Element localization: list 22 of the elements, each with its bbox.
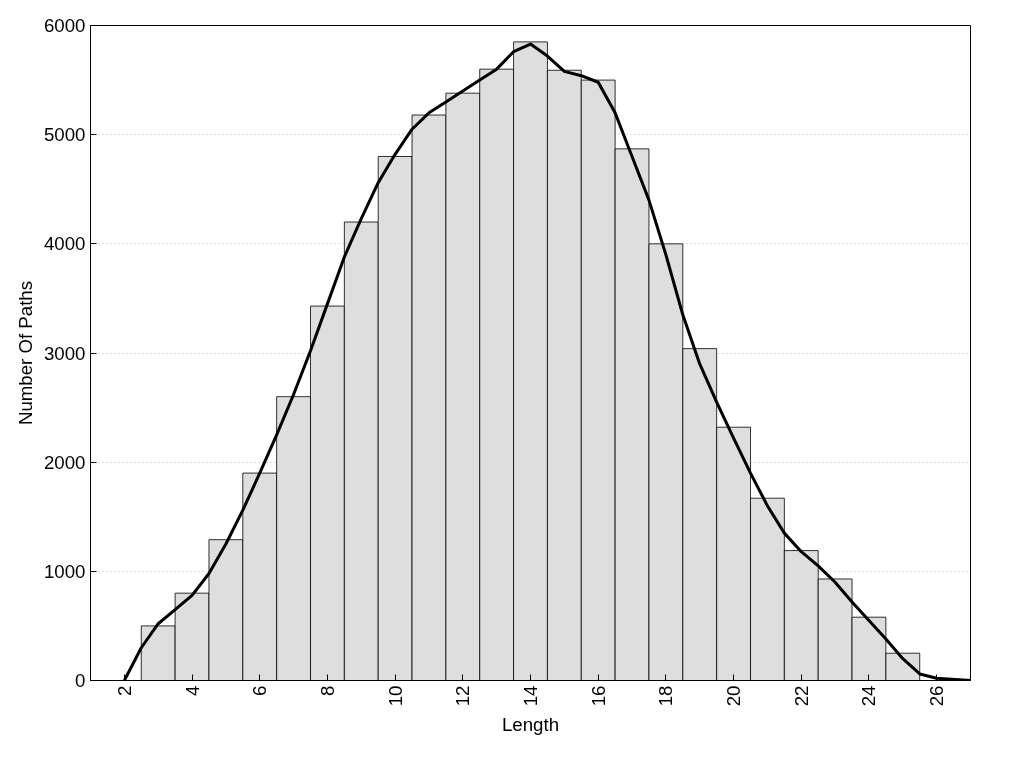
x-tick-label: 12: [452, 685, 474, 707]
y-axis-title: Number Of Paths: [15, 280, 36, 426]
y-tick-label: 5000: [44, 124, 86, 146]
x-tick-label: 8: [316, 685, 338, 696]
x-tick-label: 16: [587, 685, 609, 707]
y-tick-label: 0: [75, 670, 86, 691]
x-tick-label: 18: [655, 685, 677, 707]
x-axis-title: Length: [501, 714, 560, 736]
y-tick-label: 2000: [44, 451, 86, 473]
x-tick-label: 6: [249, 685, 271, 696]
x-tick-label: 4: [181, 685, 203, 696]
x-tick-label: 20: [723, 685, 745, 707]
y-tick-label: 1000: [44, 560, 86, 582]
x-tick-label: 22: [790, 685, 812, 707]
y-tick-label: 6000: [44, 15, 86, 36]
y-tick-label: 3000: [44, 342, 86, 364]
x-tick-label: 2: [113, 685, 135, 696]
x-tick-label: 24: [858, 685, 880, 707]
x-tick-label: 10: [384, 685, 406, 707]
x-tick-label: 26: [926, 685, 948, 707]
y-tick-label: 4000: [44, 233, 86, 255]
x-tick-label: 14: [520, 685, 541, 707]
